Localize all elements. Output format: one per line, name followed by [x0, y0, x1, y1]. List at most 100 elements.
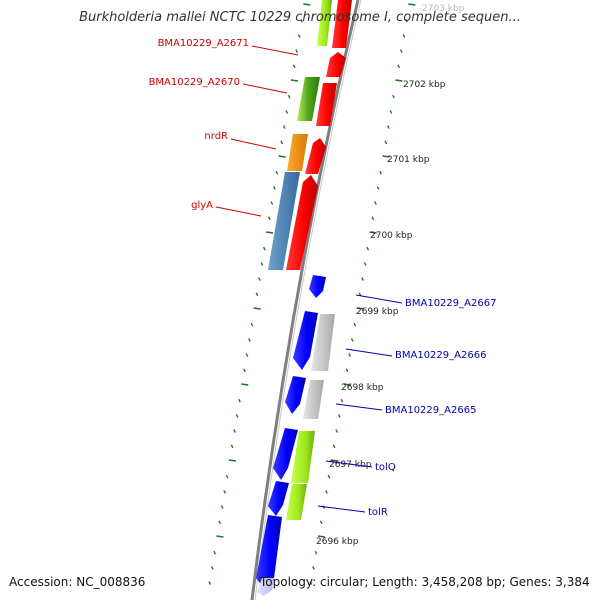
gene-label-nrdR[interactable]: nrdR — [204, 131, 228, 142]
cog-ruler-tick — [260, 262, 264, 266]
leader-a2667 — [355, 294, 403, 304]
gene-label-tolQ[interactable]: tolQ — [375, 462, 396, 473]
leader-a2666 — [345, 348, 393, 357]
cog-ruler-tick — [265, 231, 274, 234]
scale-ruler-tick — [363, 262, 367, 266]
scale-ruler-tick — [343, 383, 351, 386]
cog-ruler-tick — [297, 34, 301, 38]
gene-arrow-a2670b[interactable] — [316, 83, 337, 126]
leader-nrdR — [230, 138, 277, 150]
cog-ruler-tick — [267, 216, 271, 221]
tick-label-2702: 2702 kbp — [403, 80, 446, 90]
cog-block-nrdR — [287, 134, 308, 171]
scale-ruler-tick — [314, 550, 318, 555]
scale-ruler-tick — [330, 459, 338, 462]
cog-ruler-tick — [290, 79, 299, 82]
scale-ruler-tick — [350, 338, 354, 342]
cog-ruler-tick — [278, 155, 286, 158]
genome-backbone — [250, 0, 360, 601]
gene-arrow-pale[interactable] — [257, 578, 274, 596]
scale-ruler-tick — [325, 490, 328, 494]
cog-ruler-tick — [280, 140, 284, 145]
cog-block-a2665 — [303, 380, 324, 419]
tick-label-2700: 2700 kbp — [370, 231, 413, 241]
gene-arrow-tolR[interactable] — [268, 481, 289, 516]
gene-arrow-a2666[interactable] — [293, 311, 318, 370]
scale-ruler-tick — [371, 216, 375, 221]
gene-arrow-glyA[interactable] — [286, 175, 318, 270]
scale-ruler-tick — [387, 125, 390, 129]
gene-label-a2667[interactable]: BMA10229_A2667 — [405, 298, 496, 309]
cog-block-tolR — [286, 484, 307, 520]
scale-ruler-tick — [395, 79, 403, 82]
scale-ruler-tick — [405, 18, 408, 23]
cog-ruler-tick — [255, 292, 259, 297]
scale-ruler-tick — [332, 444, 336, 449]
tick-label-2696: 2696 kbp — [316, 537, 359, 547]
gene-arrow-next[interactable] — [256, 515, 282, 590]
gene-arrow-a2665[interactable] — [285, 376, 306, 414]
scale-ruler-tick — [408, 3, 416, 6]
gene-label-tolR[interactable]: tolR — [368, 507, 388, 518]
cog-ruler-tick — [272, 186, 276, 190]
gene-arrow-a2670[interactable] — [326, 52, 346, 77]
cog-ruler-tick — [300, 18, 303, 23]
cog-block-a2670 — [297, 77, 320, 121]
gene-label-a2665[interactable]: BMA10229_A2665 — [385, 405, 476, 416]
scale-ruler-tick — [397, 64, 401, 69]
cog-ruler-tick — [225, 474, 229, 479]
gene-arrow-nrdR[interactable] — [305, 138, 326, 174]
leader-a2665 — [335, 403, 383, 411]
cog-ruler-tick — [245, 353, 249, 357]
gene-arrow-tolQ[interactable] — [273, 428, 298, 480]
forward-gene-labels: BMA10229_A2671 BMA10229_A2670 nrdR glyA — [149, 38, 299, 217]
map-title: Burkholderia mallei NCTC 10229 chromosom… — [79, 10, 521, 25]
tick-label-2699: 2699 kbp — [356, 307, 399, 317]
cog-ruler-tick — [213, 550, 217, 555]
scale-ruler-tick — [309, 581, 313, 585]
scale-ruler-tick — [366, 246, 370, 251]
cog-ruler-tick — [238, 398, 241, 403]
cog-ruler-tick — [248, 338, 251, 342]
cog-block-glyA — [268, 172, 300, 270]
scale-ruler-tick — [402, 34, 406, 38]
gene-arrow-a2671[interactable] — [332, 0, 352, 48]
cog-ruler-tick — [228, 459, 236, 462]
reverse-strand-genes — [256, 275, 326, 596]
cog-ruler-tick — [235, 414, 239, 418]
cog-ruler — [208, 3, 311, 585]
scale-ruler-tick — [335, 429, 339, 433]
cog-ruler-tick — [270, 201, 274, 205]
cog-ruler-tick — [210, 566, 214, 570]
cog-ruler-tick — [243, 368, 246, 373]
scale-ruler-tick — [337, 414, 341, 418]
leader-a2670 — [242, 83, 288, 94]
gene-label-a2666[interactable]: BMA10229_A2666 — [395, 350, 486, 361]
cog-ruler-tick — [208, 581, 212, 585]
tick-label-2698: 2698 kbp — [341, 383, 384, 393]
cog-ruler-tick — [218, 520, 222, 525]
scale-ruler-tick — [389, 110, 393, 114]
cog-block-tolQ — [291, 431, 315, 483]
scale-ruler-tick — [312, 566, 315, 570]
scale-ruler-tick — [392, 94, 395, 99]
tick-label-2697: 2697 kbp — [329, 460, 372, 470]
cog-ruler-tick — [282, 125, 286, 129]
cog-ruler-tick — [295, 49, 299, 53]
gene-label-glyA[interactable]: glyA — [191, 200, 213, 211]
reverse-gene-labels: BMA10229_A2667 BMA10229_A2666 BMA10229_A… — [317, 294, 496, 518]
cog-ruler-tick — [287, 94, 291, 99]
cog-block-a2666 — [311, 314, 335, 371]
cog-ruler-tick — [233, 429, 236, 433]
gene-arrow-a2667[interactable] — [309, 275, 326, 298]
scale-ruler-tick — [384, 140, 388, 145]
gene-label-a2671[interactable]: BMA10229_A2671 — [158, 38, 249, 49]
cog-ruler-tick — [220, 505, 224, 509]
gene-label-a2670[interactable]: BMA10229_A2670 — [149, 77, 240, 88]
cog-ruler-tick — [230, 444, 234, 449]
cog-block-a2671 — [317, 0, 332, 46]
reverse-cog-blocks — [286, 314, 335, 520]
cog-ruler-tick — [253, 307, 261, 310]
